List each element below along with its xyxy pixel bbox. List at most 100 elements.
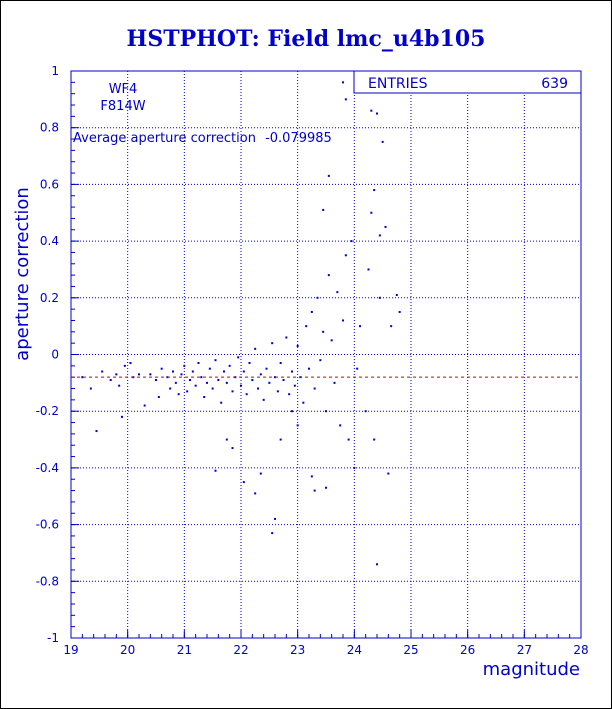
grid [71,71,581,638]
entries-value: 639 [541,76,568,92]
data-point [390,325,393,328]
data-point [225,438,228,441]
data-point [172,370,174,373]
data-point [271,532,274,535]
data-point [279,362,282,365]
data-point [115,373,118,376]
data-point [313,387,316,390]
data-point [189,379,191,382]
data-point [118,384,121,387]
data-point [274,517,276,520]
data-point [259,472,262,475]
data-point [123,364,126,367]
data-point [225,381,228,384]
data-point [95,430,98,433]
data-point [302,401,305,404]
data-point [356,367,359,370]
data-point [211,387,214,390]
x-tick-label: 25 [403,643,418,657]
data-point [373,189,376,192]
data-point [143,404,146,407]
x-tick-label: 24 [347,643,362,657]
data-point [293,384,296,387]
entries-label: ENTRIES [368,76,428,92]
data-point [378,296,381,299]
data-point [174,381,177,384]
data-point [265,367,268,370]
data-point [251,379,254,382]
x-tick-label: 26 [460,643,475,657]
data-point [347,438,350,441]
data-point [231,447,234,450]
x-tick-label: 27 [517,643,532,657]
chip-label: WF4 [109,82,138,97]
data-point [342,319,344,322]
data-point [296,424,299,427]
data-point [342,81,344,84]
data-point [203,396,206,399]
average-value: -0.079985 [265,131,332,146]
data-point [310,310,313,313]
chart-title: HSTPHOT: Field lmc_u4b105 [127,26,486,52]
data-point [231,390,234,393]
data-point [194,384,197,387]
data-point [291,410,293,413]
data-point [138,373,140,376]
data-point [89,387,92,390]
data-point [208,367,211,370]
data-point [310,475,313,478]
x-tick-label: 23 [290,643,305,657]
x-tick-label: 21 [177,643,192,657]
data-point [339,424,342,427]
data-point [214,469,217,472]
y-tick-label: 0.6 [40,177,59,191]
data-point [129,362,132,365]
data-point [240,384,242,387]
data-point [322,330,325,333]
data-point [319,359,322,362]
data-point [237,356,240,359]
data-point [353,466,356,469]
y-tick-label: 1 [51,64,59,78]
data-point [248,362,251,365]
data-point [180,373,183,376]
data-point [242,370,245,373]
data-point [370,109,373,112]
data-point [285,336,288,339]
stats-box [353,70,582,94]
data-point [373,438,376,441]
data-point [336,291,339,294]
data-point [242,481,245,484]
axis-ticks: 19 20 21 22 23 24 25 26 27 28 -1 -0.8 -0.6 -0.4 -0.2 0 0… [36,64,589,657]
data-point [268,381,271,384]
data-point [395,293,398,296]
data-point [282,379,285,382]
data-point [279,438,282,441]
data-point [214,359,217,362]
average-annotation: Average aperture correction -0.079985 [73,131,332,146]
data-point [223,370,225,373]
data-point [254,492,257,495]
data-point [160,367,163,370]
data-point [344,254,347,257]
y-tick-label: -1 [47,631,59,645]
data-point [169,387,172,390]
data-point [305,325,308,328]
data-point [276,390,279,393]
data-point [183,364,186,367]
data-point [109,379,112,382]
data-points [81,81,401,566]
data-point [291,370,293,373]
average-label: Average aperture correction [73,131,256,146]
data-point [367,268,370,271]
data-point [384,225,387,228]
filter-label: F814W [100,99,145,114]
x-axis-label: magnitude [483,659,580,680]
data-point [325,410,327,413]
y-tick-label: 0 [51,348,59,362]
data-point [296,344,299,347]
x-tick-label: 28 [573,643,588,657]
data-point [350,240,353,243]
data-point [149,373,152,376]
